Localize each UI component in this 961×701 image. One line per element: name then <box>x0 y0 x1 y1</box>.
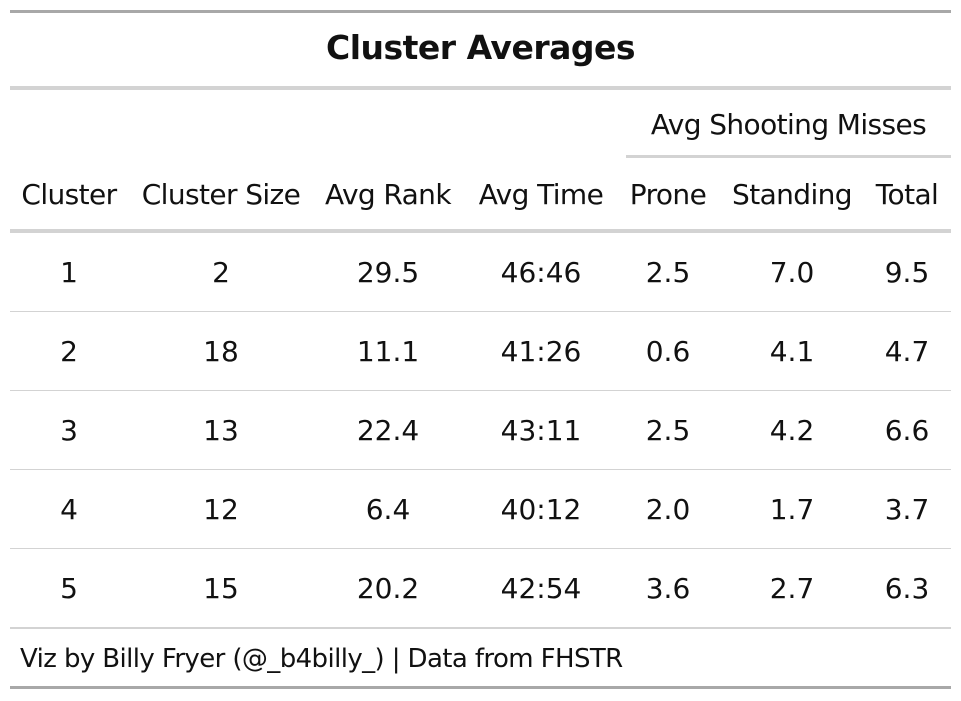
column-header-0: Cluster <box>21 178 117 211</box>
header-divider <box>10 229 951 233</box>
row-divider <box>10 311 951 312</box>
column-header-6: Total <box>875 178 939 211</box>
table-title: Cluster Averages <box>325 28 636 67</box>
table-cell: 6.4 <box>365 493 411 526</box>
footnote-divider <box>10 627 951 629</box>
row-divider <box>10 548 951 549</box>
table-cell: 6.6 <box>884 414 930 447</box>
table-cell: 5 <box>60 572 78 605</box>
table-cell: 40:12 <box>500 493 582 526</box>
table-cell: 4.2 <box>769 414 815 447</box>
table-top-rule <box>10 10 951 13</box>
table-cell: 1.7 <box>769 493 815 526</box>
table-cell: 7.0 <box>769 256 815 289</box>
table-cell: 46:46 <box>500 256 582 289</box>
table-cell: 2.5 <box>645 256 691 289</box>
column-header-2: Avg Rank <box>325 178 452 211</box>
table-cell: 41:26 <box>500 335 582 368</box>
footnote: Viz by Billy Fryer (@_b4billy_) | Data f… <box>20 644 623 674</box>
table-cell: 42:54 <box>500 572 582 605</box>
table-cell: 2 <box>212 256 230 289</box>
table-cell: 11.1 <box>356 335 420 368</box>
table-cell: 0.6 <box>645 335 691 368</box>
table-cell: 4.7 <box>884 335 930 368</box>
table-cell: 6.3 <box>884 572 930 605</box>
table-cell: 3.7 <box>884 493 930 526</box>
table-cell: 12 <box>203 493 239 526</box>
table-cell: 15 <box>203 572 239 605</box>
table-cell: 29.5 <box>356 256 420 289</box>
column-header-5: Standing <box>732 178 853 211</box>
table-cell: 9.5 <box>884 256 930 289</box>
table-cell: 2 <box>60 335 78 368</box>
table-cell: 1 <box>60 256 78 289</box>
table-cell: 2.0 <box>645 493 691 526</box>
table-cell: 4 <box>60 493 78 526</box>
table-cell: 22.4 <box>356 414 420 447</box>
table-cell: 2.5 <box>645 414 691 447</box>
spanner-label: Avg Shooting Misses <box>650 108 927 141</box>
column-header-1: Cluster Size <box>141 178 301 211</box>
table-cell: 3.6 <box>645 572 691 605</box>
table-cell: 18 <box>203 335 239 368</box>
row-divider <box>10 469 951 470</box>
column-header-4: Prone <box>629 178 707 211</box>
table-cell: 4.1 <box>769 335 815 368</box>
title-divider <box>10 86 951 90</box>
row-divider <box>10 390 951 391</box>
table-cell: 20.2 <box>356 572 420 605</box>
table-cell: 2.7 <box>769 572 815 605</box>
table-cell: 43:11 <box>500 414 582 447</box>
spanner-underline <box>626 155 951 158</box>
table-bottom-rule <box>10 686 951 689</box>
table-cell: 13 <box>203 414 239 447</box>
table-cell: 3 <box>60 414 78 447</box>
column-header-3: Avg Time <box>478 178 604 211</box>
